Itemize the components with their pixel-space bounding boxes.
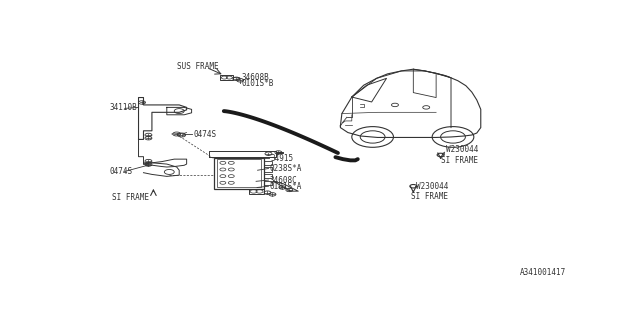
Text: 34608C: 34608C xyxy=(270,176,298,185)
Bar xyxy=(264,167,273,172)
Bar xyxy=(264,174,273,178)
Bar xyxy=(249,189,264,194)
Text: 0238S*A: 0238S*A xyxy=(270,164,302,173)
Text: 34915: 34915 xyxy=(271,154,294,163)
Text: W230044: W230044 xyxy=(416,182,449,191)
Text: SUS FRAME: SUS FRAME xyxy=(177,62,218,71)
Text: 0101S*B: 0101S*B xyxy=(241,79,273,88)
Text: A341001417: A341001417 xyxy=(520,268,566,277)
Bar xyxy=(264,161,273,165)
Bar xyxy=(214,158,264,189)
Text: SI FRAME: SI FRAME xyxy=(411,192,448,201)
Text: 0474S: 0474S xyxy=(110,167,133,176)
Text: 34608B: 34608B xyxy=(241,73,269,82)
Text: 0101S*A: 0101S*A xyxy=(270,182,302,191)
Bar xyxy=(220,75,233,80)
Bar xyxy=(217,159,260,187)
Text: W230044: W230044 xyxy=(445,145,478,154)
Text: 0474S: 0474S xyxy=(193,131,216,140)
Text: SI FRAME: SI FRAME xyxy=(112,193,149,202)
Text: SI FRAME: SI FRAME xyxy=(440,156,477,165)
Bar xyxy=(264,180,273,185)
Text: 34110B: 34110B xyxy=(110,103,138,112)
